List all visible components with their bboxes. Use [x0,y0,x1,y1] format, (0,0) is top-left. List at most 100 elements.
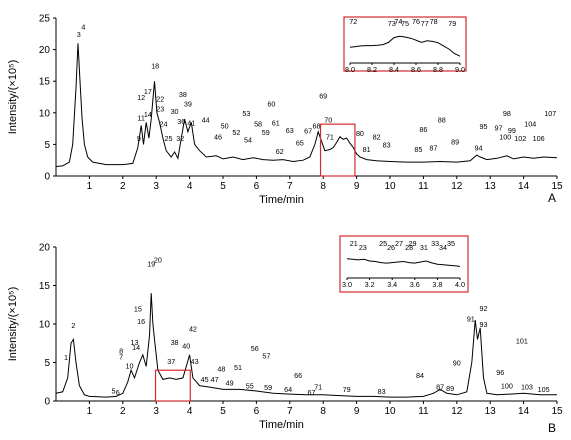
panel-b-peak-label: 105 [538,385,550,394]
panel-b-peak-label: 8 [119,346,123,355]
panel-a-peak-label: 44 [202,115,210,124]
panel-a-peak-label: 86 [419,125,427,134]
panel-b-chromatogram-trace [55,293,557,398]
panel-a-peak-label: 41 [187,118,195,127]
panel-a-inset-peak-label: 73 [388,19,396,28]
panel-b-x-tick-label: 15 [551,406,563,417]
panel-a-chromatogram-trace [55,43,558,167]
panel-b-peak-label: 19 [147,259,155,268]
panel-b-inset-peak-label: 35 [447,239,455,248]
panel-a-x-tick-label: 14 [518,181,530,192]
panel-b-peak-label: 55 [246,382,254,391]
panel-a-peak-label: 38 [179,90,187,99]
panel-a-peak-label: 17 [144,87,152,96]
panel-a-y-axis-label: Intensity/(×10⁵) [7,60,19,135]
panel-a-peak-label: 58 [254,120,262,129]
panel-a-peak-label: 23 [156,105,164,114]
panel-a-peak-label: 4 [81,22,85,31]
panel-b-zoom-region [154,369,191,402]
panel-a-peak-label: 95 [480,122,488,131]
panel-b-inset-peak-label: 27 [395,239,403,248]
panel-a-peak-label: 106 [533,134,545,143]
panel-a-peak-label: 50 [221,122,229,131]
panel-a-panel-label: A [548,191,556,205]
panel-a-peak-label: 25 [165,134,173,143]
panel-a-inset-peak-label: 74 [394,17,402,26]
panel-b-inset-peak-label: 21 [350,239,358,248]
panel-b-peak-label: 38 [171,338,179,347]
panel-a-peak-label: 32 [176,134,184,143]
panel-b-x-tick-label: 4 [187,406,193,417]
panel-b-peak-label: 89 [446,384,454,393]
panel-a-peak-label: 46 [214,132,222,141]
panel-b-panel-label: B [548,421,556,435]
panel-b-x-tick-label: 2 [120,406,126,417]
panel-b-peak-label: 64 [284,385,292,394]
panel-b-y-tick-label: 10 [39,320,51,331]
panel-b-peak-label: 87 [436,382,444,391]
panel-a-peak-label: 87 [429,144,437,153]
panel-b-peak-label: 56 [251,344,259,353]
panel-b-y-tick-label: 20 [39,243,51,254]
panel-a-inset-x-tick-label: 8.0 [345,65,355,74]
panel-b-x-tick-label: 8 [320,406,326,417]
panel-a-peak-label: 99 [508,126,516,135]
panel-b-inset-x-tick-label: 3.6 [410,280,420,289]
panel-a-x-tick-label: 12 [451,181,463,192]
panel-a-peak-label: 22 [156,94,164,103]
panel-a-peak-label: 53 [242,109,250,118]
panel-b-inset-peak-label: 28 [405,243,413,252]
panel-a-y-tick-label: 10 [39,108,51,119]
panel-a-peak-label: 18 [151,62,159,71]
panel-a-peak-label: 107 [544,109,556,118]
panel-b-peak-label: 49 [226,379,234,388]
panel-a-peak-label: 67 [304,127,312,136]
panel-b-y-axis-label: Intensity/(×10⁵) [7,287,19,362]
panel-a-peak-label: 14 [144,110,152,119]
panel-a-x-tick-label: 15 [551,181,563,192]
panel-a-inset-peak-label: 76 [412,17,420,26]
panel-a-peak-label: 68 [313,122,321,131]
panel-b-x-tick-label: 11 [418,406,429,417]
panel-a-y-tick-label: 0 [44,172,50,183]
panel-a-peak-label: 98 [503,109,511,118]
panel-a-x-tick-label: 13 [485,181,497,192]
panel-b-peak-label: 37 [167,357,175,366]
panel-b-inset-peak-label: 31 [420,243,428,252]
panel-a-peak-label: 88 [438,115,446,124]
panel-b-peak-label: 45 [201,375,209,384]
panel-a-peak-label: 36 [177,117,185,126]
panel-a-peak-label: 30 [171,107,179,116]
panel-b-inset-x-tick-label: 4.0 [455,280,465,289]
panel-a-inset-frame [343,16,467,72]
panel-b-peak-label: 91 [467,315,475,324]
panel-b-peak-label: 2 [71,321,75,330]
panel-a-x-tick-label: 4 [187,181,193,192]
panel-b-peak-label: 48 [217,365,225,374]
panel-b-x-tick-label: 14 [518,406,530,417]
panel-a-inset-x-tick-label: 9.0 [455,65,465,74]
panel-a-peak-label: 69 [319,91,327,100]
panel-a-peak-label: 100 [499,132,511,141]
panel-a-inset-x-tick-label: 8.2 [367,65,377,74]
panel-a-peak-label: 11 [137,113,144,122]
panel-b-peak-label: 10 [125,362,133,371]
panel-a-zoom-region [319,123,356,177]
panel-a-inset-peak-label: 79 [448,19,456,28]
panel-b-x-tick-label: 1 [87,406,93,417]
panel-b-x-axis-label: Time/min [259,419,304,431]
panel-a-x-tick-label: 3 [153,181,159,192]
panel-b-peak-label: 7 [119,352,123,361]
panel-a-peak-label: 82 [373,132,381,141]
panel-b-peak-label: 79 [343,385,351,394]
panel-b-inset-peak-label: 33 [431,239,439,248]
panel-b-x-tick-label: 7 [287,406,293,417]
panel-b-inset-x-tick-label: 3.2 [365,280,375,289]
panel-a-x-tick-label: 7 [287,181,293,192]
panel-a-y-tick-label: 20 [39,45,51,56]
panel-b-peak-label: 47 [211,375,219,384]
panel-a-inset-x-tick-label: 8.4 [389,65,399,74]
panel-b-x-tick-label: 12 [451,406,463,417]
panel-a-peak-label: 60 [267,99,275,108]
